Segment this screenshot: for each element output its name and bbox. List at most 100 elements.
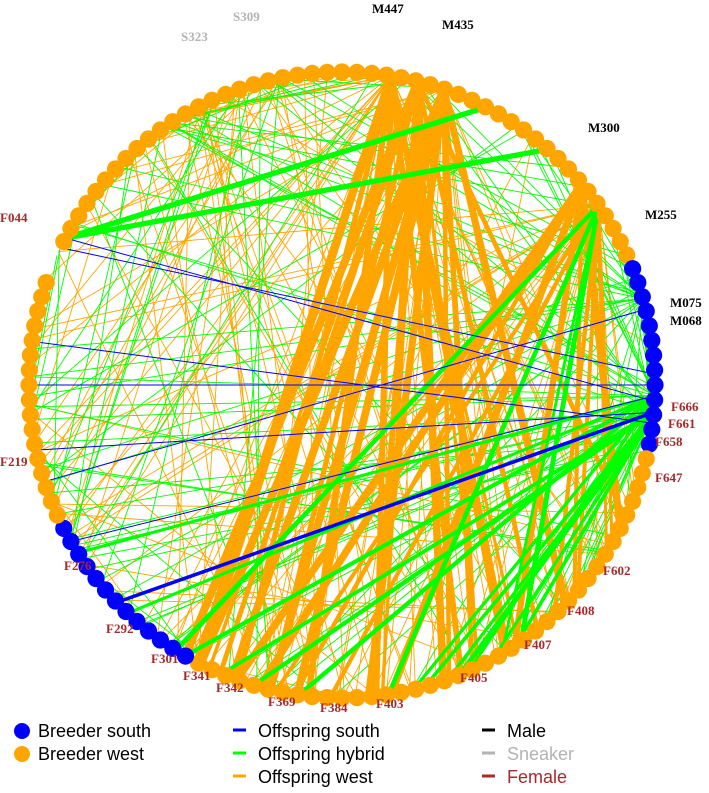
breeder-west-node: [463, 661, 481, 679]
breeder-south-node: [78, 558, 96, 576]
edge-offspring-west: [292, 181, 584, 697]
breeder-west-node: [569, 581, 588, 599]
edge-offspring-hybrid: [500, 204, 600, 656]
breeder-west-node: [139, 130, 158, 148]
breeder-west-node: [538, 139, 556, 158]
breeder-south-node: [645, 346, 663, 364]
breeder-west-node: [20, 391, 38, 409]
breeder-west-node: [526, 130, 545, 148]
breeder-west-node: [515, 121, 533, 139]
edge-offspring-west: [86, 203, 358, 699]
edge-offspring-hybrid: [166, 298, 644, 646]
breeder-west-node: [502, 639, 520, 657]
edge-offspring-west: [47, 75, 392, 493]
node-label-f407: F407: [524, 637, 552, 652]
edge-offspring-hybrid: [69, 98, 215, 541]
breeder-west-node: [538, 612, 556, 631]
breeder-west-node: [392, 69, 410, 87]
edge-offspring-west: [53, 81, 266, 508]
edge-offspring-west: [281, 77, 381, 697]
breeder-south-node: [70, 545, 88, 563]
breeder-south-node: [55, 519, 73, 538]
edge-offspring-west: [576, 203, 601, 593]
breeder-west-node: [489, 105, 508, 123]
breeder-west-node: [611, 233, 629, 251]
edge-offspring-south: [70, 395, 656, 542]
edge-offspring-hybrid: [34, 444, 194, 661]
node-label-s309: S309: [233, 9, 260, 24]
breeder-west-node: [588, 194, 606, 212]
breeder-west-node: [33, 464, 51, 482]
breeder-south-node: [624, 260, 642, 278]
breeder-west-node: [37, 478, 55, 496]
legend-offspring-south-label: Offspring south: [258, 721, 380, 741]
breeder-west-node: [33, 288, 51, 306]
node-label-m068: M068: [670, 313, 702, 328]
node-label-f666: F666: [671, 399, 699, 414]
edge-offspring-hybrid: [422, 410, 656, 689]
node-label-f292: F292: [106, 621, 133, 636]
breeder-west-node: [633, 464, 651, 482]
breeder-west-node: [303, 64, 321, 82]
breeder-west-node: [42, 492, 61, 510]
breeder-west-node: [164, 113, 182, 131]
breeder-south-node: [176, 647, 195, 665]
breeder-west-node: [569, 171, 588, 189]
breeder-west-node: [55, 233, 73, 251]
breeder-west-node: [303, 688, 321, 706]
breeder-west-node: [588, 558, 606, 576]
breeder-west-node: [259, 72, 277, 90]
node-label-m300: M300: [588, 120, 620, 135]
edge-offspring-south: [35, 411, 655, 451]
breeder-west-node: [274, 69, 292, 87]
node-label-m255: M255: [645, 207, 677, 222]
breeder-west-node: [579, 569, 597, 588]
breeder-west-node: [231, 80, 249, 98]
edge-offspring-west: [274, 78, 600, 565]
breeder-west-node: [217, 667, 235, 685]
edge-offspring-hybrid: [411, 394, 657, 692]
edge-offspring-south: [31, 340, 654, 424]
breeder-west-node: [363, 688, 381, 706]
edge-offspring-west: [140, 75, 392, 146]
node-label-f276: F276: [64, 558, 92, 573]
edge-offspring-hybrid: [53, 250, 60, 508]
node-label-f405: F405: [460, 670, 488, 685]
legend-breeder-south-marker: [14, 723, 30, 739]
node-label-f658: F658: [655, 434, 683, 449]
edge-offspring-hybrid: [219, 410, 656, 676]
breeder-west-node: [526, 622, 545, 640]
edge-offspring-hybrid: [29, 78, 409, 406]
breeder-west-node: [618, 246, 636, 264]
breeder-west-node: [23, 331, 41, 350]
breeder-west-node: [274, 683, 292, 701]
edge-offspring-hybrid: [49, 98, 216, 499]
node-label-f219: F219: [0, 454, 28, 469]
node-label-f384: F384: [320, 700, 348, 715]
breeder-west-node: [23, 420, 41, 439]
legend-female-label: Female: [507, 767, 567, 787]
breeder-west-node: [333, 63, 351, 81]
breeder-west-node: [435, 672, 453, 690]
breeder-west-node: [604, 532, 622, 551]
breeder-west-node: [288, 686, 307, 704]
breeder-west-node: [618, 506, 636, 524]
breeder-west-node: [435, 80, 453, 98]
breeder-west-node: [463, 91, 481, 109]
breeder-west-node: [502, 113, 520, 131]
edge-offspring-west: [32, 170, 114, 438]
breeder-south-node: [643, 420, 661, 439]
node-label-m447: M447: [372, 1, 404, 16]
breeder-south-node: [640, 435, 658, 453]
breeder-west-node: [489, 647, 508, 665]
legend-offspring-hybrid-label: Offspring hybrid: [258, 744, 385, 764]
breeder-south-node: [645, 406, 663, 424]
breeder-south-node: [106, 592, 125, 610]
edge-offspring-west: [82, 91, 233, 562]
edge-offspring-west: [337, 88, 445, 699]
breeder-west-node: [231, 672, 249, 690]
node-label-f403: F403: [376, 696, 404, 711]
edge-offspring-hybrid: [548, 411, 655, 621]
edge-offspring-south: [65, 237, 656, 402]
edge-offspring-west: [228, 85, 448, 682]
